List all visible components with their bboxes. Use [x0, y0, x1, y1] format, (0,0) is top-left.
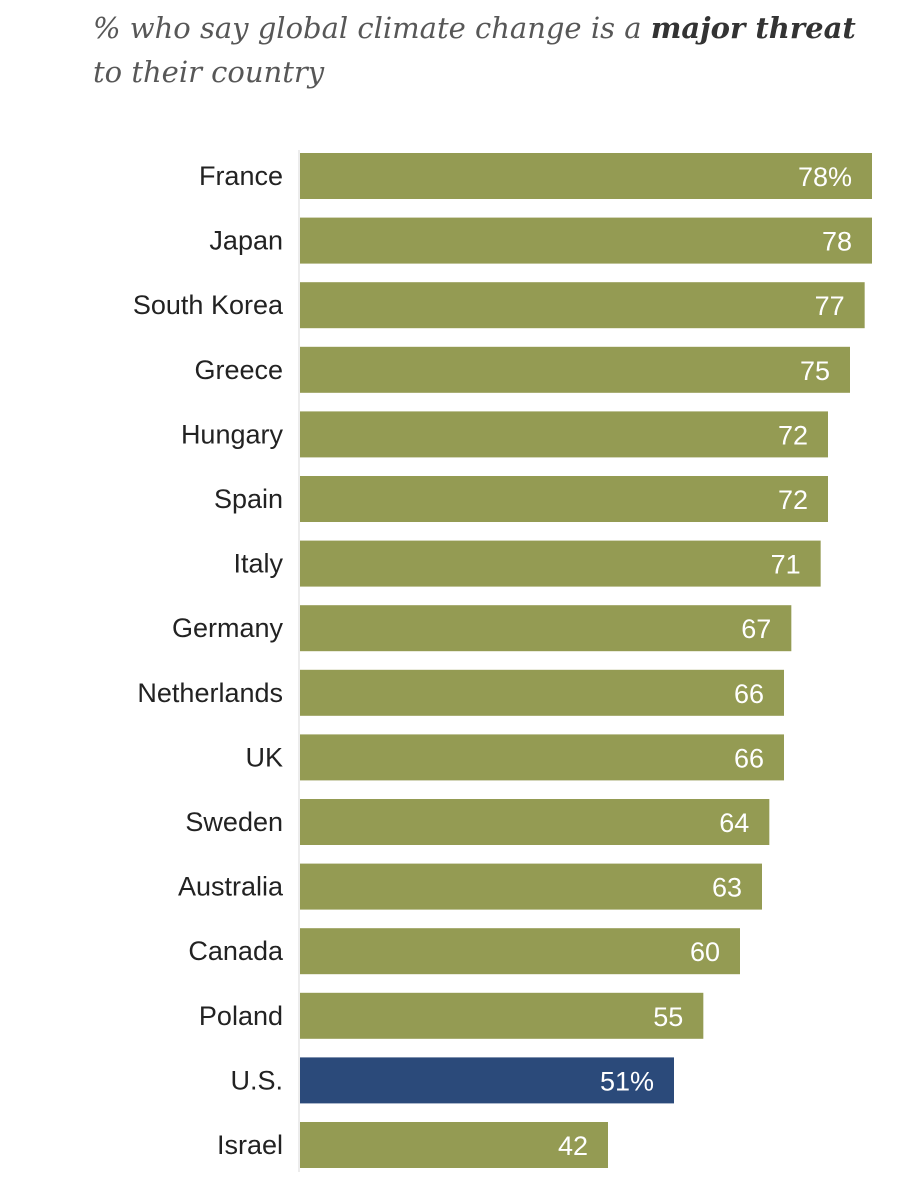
bar-sweden: [300, 799, 770, 845]
category-label-spain: Spain: [214, 484, 283, 514]
title-text-bold: major threat: [650, 11, 856, 45]
value-label-japan: 78: [822, 227, 852, 257]
bar-hungary: [300, 411, 828, 458]
bar-greece: [300, 346, 850, 393]
value-label-poland: 55: [653, 1002, 683, 1032]
bar-australia: [300, 863, 762, 910]
bar-japan: [300, 217, 872, 264]
category-label-uk: UK: [245, 742, 283, 772]
category-label-hungary: Hungary: [181, 419, 284, 449]
bar-israel: [300, 1122, 608, 1168]
bar-poland: [300, 992, 704, 1039]
value-label-spain: 72: [778, 485, 808, 515]
value-label-uk: 66: [734, 743, 764, 773]
category-label-australia: Australia: [178, 872, 284, 902]
bars-group: France 78% Japan 78 South Korea 77 Greece 75 Hun…: [133, 153, 872, 1168]
category-label-japan: Japan: [209, 226, 283, 256]
bar-canada: [300, 928, 740, 975]
bar-germany: [300, 605, 792, 652]
category-label-israel: Israel: [217, 1130, 283, 1160]
chart-title: % who say global climate change is a maj…: [93, 6, 893, 94]
value-label-greece: 75: [800, 356, 830, 386]
value-label-south-korea: 77: [815, 291, 845, 321]
category-label-germany: Germany: [172, 613, 284, 643]
bar-france: [300, 153, 872, 199]
bar-south-korea: [300, 282, 865, 329]
value-label-germany: 67: [741, 614, 771, 644]
category-label-u-s: U.S.: [230, 1065, 283, 1095]
value-label-australia: 63: [712, 873, 742, 903]
category-label-netherlands: Netherlands: [137, 678, 283, 708]
value-label-hungary: 72: [778, 420, 808, 450]
title-text-before: % who say global climate change is a: [93, 11, 651, 45]
value-label-france: 78%: [798, 162, 852, 192]
value-label-italy: 71: [771, 550, 801, 580]
category-label-sweden: Sweden: [185, 807, 283, 837]
bar-italy: [300, 540, 821, 587]
bar-spain: [300, 476, 828, 522]
value-label-netherlands: 66: [734, 679, 764, 709]
value-label-canada: 60: [690, 937, 720, 967]
value-label-sweden: 64: [719, 808, 749, 838]
bar-uk: [300, 734, 784, 781]
category-label-italy: Italy: [233, 549, 283, 579]
category-label-greece: Greece: [194, 355, 283, 385]
category-label-poland: Poland: [199, 1001, 283, 1031]
bar-u-s: [300, 1057, 674, 1104]
bar-netherlands: [300, 669, 784, 716]
category-label-south-korea: South Korea: [133, 290, 284, 320]
value-label-israel: 42: [558, 1131, 588, 1161]
category-label-france: France: [199, 161, 283, 191]
value-label-u-s: 51%: [600, 1066, 654, 1096]
category-label-canada: Canada: [188, 936, 284, 966]
title-text-after: to their country: [93, 55, 325, 89]
